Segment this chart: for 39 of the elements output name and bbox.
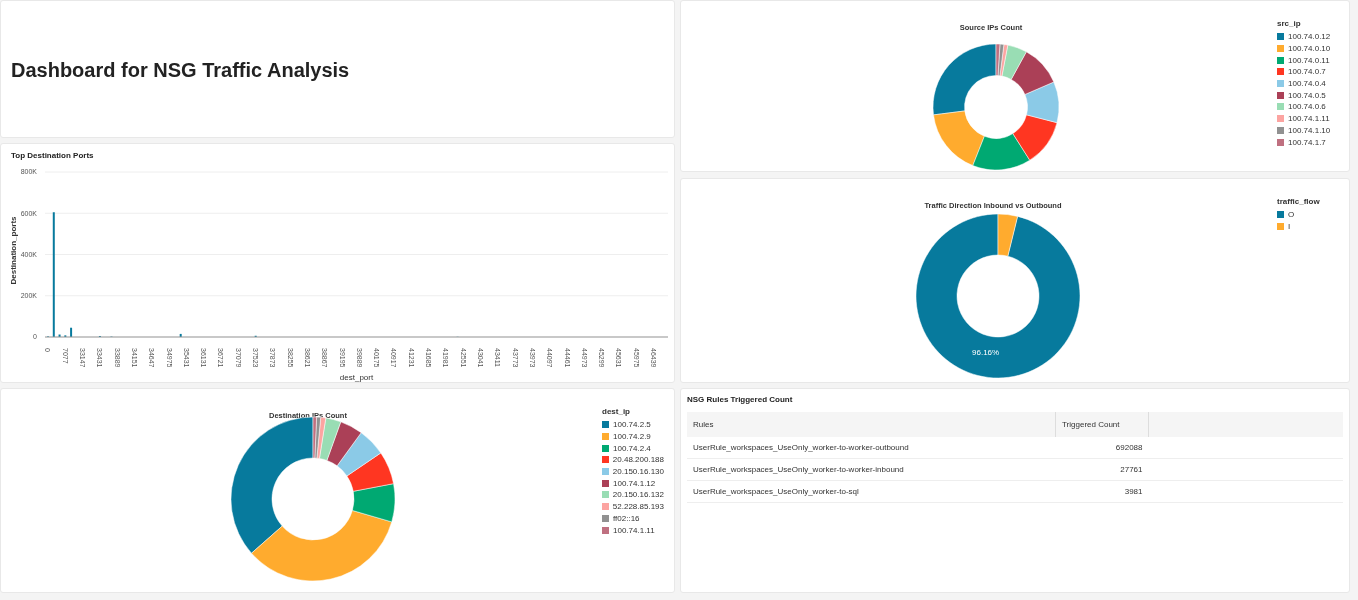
- legend-title: dest_ip: [602, 407, 631, 416]
- data-label: 27761: [1119, 464, 1144, 476]
- legend-title: src_ip: [1277, 19, 1302, 28]
- text: Rules: [687, 412, 1056, 437]
- legend-label: 100.74.0.5: [1288, 90, 1326, 100]
- legend-label: 100.74.1.11: [613, 525, 655, 535]
- category-label: UserRule_workspaces_UseOnly_worker-to-worker-outbound: [692, 442, 910, 454]
- text: Dashboard for NSG Traffic Analysis: [11, 59, 350, 82]
- legend-label: 100.74.0.7: [1288, 67, 1326, 77]
- legend-label: 20.150.16.132: [612, 490, 664, 500]
- legend-label: 100.74.0.10: [1288, 44, 1331, 54]
- legend-label: 100.74.0.11: [1288, 55, 1330, 65]
- category-label: UserRule_workspaces_UseOnly_worker-to-worker-inbound: [692, 464, 905, 476]
- legend-label: O: [1288, 210, 1295, 220]
- data-label: 692088: [1114, 442, 1144, 454]
- legend-label: 100.74.1.11: [1288, 114, 1330, 124]
- legend-title: traffic_flow: [1277, 197, 1321, 206]
- legend-label: 100.74.0.6: [1288, 102, 1326, 112]
- legend-label: 100.74.2.9: [613, 432, 651, 442]
- legend-label: 52.228.85.193: [612, 502, 664, 512]
- text: NSG Rules Triggered Count: [687, 395, 794, 404]
- legend-label: 20.150.16.130: [612, 467, 664, 477]
- legend-label: 100.74.0.12: [1288, 32, 1331, 42]
- category-label: UserRule_workspaces_UseOnly_worker-to-sql: [692, 486, 860, 498]
- x-axis-title: dest_port: [339, 373, 374, 382]
- legend-label: ff02::16: [613, 513, 640, 523]
- legend-label: 100.74.1.7: [1288, 137, 1326, 147]
- chart-title: Top Destination Ports: [11, 151, 94, 160]
- legend-label: 100.74.2.5: [613, 420, 651, 430]
- legend-label: 100.74.0.4: [1288, 79, 1326, 89]
- legend-label: I: [1288, 222, 1291, 232]
- text: Triggered Count: [1055, 412, 1149, 437]
- data-label: 96.16%: [972, 347, 1000, 357]
- y-axis-title: Destination_ports: [8, 215, 18, 285]
- data-label: 3981: [1123, 486, 1144, 498]
- legend-label: 100.74.1.12: [613, 478, 656, 488]
- legend-label: 100.74.1.10: [1288, 125, 1331, 135]
- legend-label: 20.48.200.188: [612, 455, 664, 465]
- legend-label: 100.74.2.4: [613, 443, 651, 453]
